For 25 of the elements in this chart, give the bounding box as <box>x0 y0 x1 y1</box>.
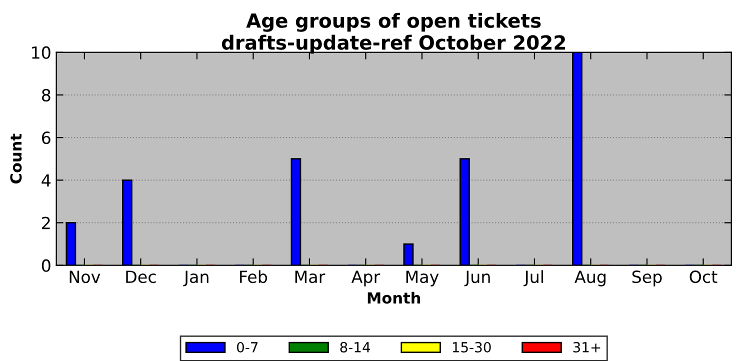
x-tick-label: Nov <box>70 270 100 284</box>
x-tick-label: May <box>406 270 439 286</box>
x-tick-label: Jul <box>524 270 543 286</box>
x-tick-label: Oct <box>690 270 718 284</box>
x-tick-label: Jan <box>183 270 208 286</box>
y-tick-label: 4 <box>42 174 51 186</box>
x-tick-label: Dec <box>126 270 156 284</box>
y-tick-label: 0 <box>42 259 50 272</box>
legend-label: 0-7 <box>236 342 258 352</box>
x-tick-label: Feb <box>240 270 268 284</box>
y-tick-label: 8 <box>42 88 50 102</box>
y-tick-label: 10 <box>32 46 50 59</box>
x-tick-label: Sep <box>632 270 662 286</box>
y-tick-label: 6 <box>42 132 50 144</box>
y-axis-title: Count <box>10 134 22 184</box>
x-tick-label: Jun <box>464 270 490 286</box>
x-tick-label: Apr <box>351 270 380 286</box>
chart-title: Age groups of open tickets drafts-update-ref October 2022 <box>222 12 565 54</box>
x-tick-label: Mar <box>295 270 326 284</box>
legend-label: 31+ <box>573 342 600 352</box>
x-tick-label: Aug <box>574 270 606 286</box>
legend-label: 15-30 <box>452 342 491 352</box>
y-tick-label: 2 <box>42 216 50 230</box>
legend-label: 8-14 <box>340 342 370 352</box>
x-axis-title: Month <box>368 292 420 304</box>
